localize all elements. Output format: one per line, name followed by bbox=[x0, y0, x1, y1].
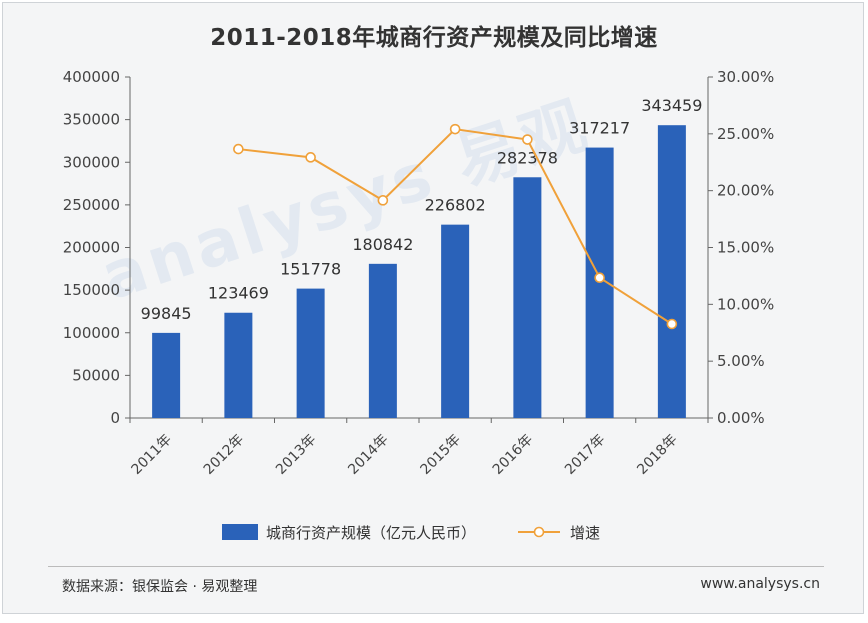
growth-point bbox=[522, 134, 533, 145]
y-left-tick-label: 100000 bbox=[63, 324, 120, 342]
legend-swatch-bar bbox=[222, 524, 258, 540]
x-tick-label: 2011年 bbox=[129, 432, 175, 478]
y-right-tick-label: 15.00% bbox=[717, 239, 774, 257]
bar-value-label: 343459 bbox=[641, 96, 702, 115]
y-left-tick-label: 250000 bbox=[63, 196, 120, 214]
x-tick-label: 2017年 bbox=[562, 432, 608, 478]
bar-value-label: 123469 bbox=[208, 284, 269, 303]
bar bbox=[224, 312, 253, 418]
growth-point bbox=[233, 143, 244, 155]
y-left-tick-label: 50000 bbox=[72, 366, 120, 384]
bar-value-label: 282378 bbox=[497, 148, 558, 167]
y-right-tick-label: 5.00% bbox=[717, 352, 765, 370]
footer-divider bbox=[48, 566, 824, 567]
y-left-tick-label: 350000 bbox=[63, 111, 120, 129]
x-tick-label: 2016年 bbox=[490, 432, 536, 478]
growth-point bbox=[305, 152, 316, 163]
x-tick-label: 2012年 bbox=[201, 432, 247, 478]
legend-marker-line bbox=[533, 526, 545, 538]
y-right-tick-label: 0.00% bbox=[717, 409, 765, 427]
bar-value-label: 99845 bbox=[141, 304, 192, 323]
chart-title: 2011-2018年城商行资产规模及同比增速 bbox=[210, 25, 658, 51]
y-left-tick-label: 0 bbox=[110, 409, 120, 427]
y-left-tick-label: 200000 bbox=[63, 239, 120, 257]
footer-url[interactable]: www.analysys.cn bbox=[700, 576, 820, 592]
growth-point bbox=[449, 123, 461, 135]
y-right-tick-label: 25.00% bbox=[717, 125, 774, 143]
y-right-tick-label: 30.00% bbox=[717, 68, 774, 86]
y-left-tick-label: 300000 bbox=[63, 153, 120, 171]
bar bbox=[657, 125, 686, 418]
growth-point bbox=[666, 318, 678, 330]
bar bbox=[513, 177, 542, 418]
bar-value-label: 317217 bbox=[569, 119, 630, 138]
y-left-tick-label: 400000 bbox=[63, 68, 120, 86]
legend-label-bar: 城商行资产规模（亿元人民币） bbox=[266, 524, 476, 542]
growth-point bbox=[377, 195, 389, 206]
x-tick-label: 2015年 bbox=[418, 432, 464, 478]
bar-value-label: 226802 bbox=[425, 196, 486, 215]
legend-label-line: 增速 bbox=[570, 524, 600, 542]
x-tick-label: 2018年 bbox=[634, 432, 680, 478]
y-right-tick-label: 10.00% bbox=[717, 295, 774, 313]
x-tick-label: 2013年 bbox=[273, 432, 319, 478]
y-right-tick-label: 20.00% bbox=[717, 182, 774, 200]
footer-source: 数据来源：银保监会 · 易观整理 bbox=[62, 579, 258, 595]
y-left-tick-label: 150000 bbox=[63, 281, 120, 299]
bar bbox=[441, 224, 470, 418]
bar bbox=[296, 288, 325, 418]
bar bbox=[152, 332, 181, 418]
bar-value-label: 151778 bbox=[280, 260, 341, 279]
chart-frame bbox=[2, 2, 864, 614]
bar bbox=[368, 263, 397, 418]
bar-value-label: 180842 bbox=[352, 235, 413, 254]
growth-point bbox=[594, 272, 605, 284]
x-tick-label: 2014年 bbox=[345, 432, 391, 478]
